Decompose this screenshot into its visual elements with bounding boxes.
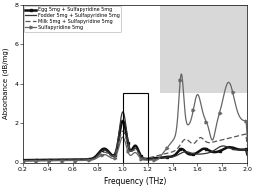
Sulfapyridine 5mg — [245, 138, 248, 140]
Legend: Egg 5mg + Sulfapyridine 5mg, Fodder 5mg + Sulfapyridine 5mg, Milk 5mg + Sulfapyr: Egg 5mg + Sulfapyridine 5mg, Fodder 5mg … — [24, 6, 120, 32]
Milk 5mg + Sulfapyridine 5mg — [245, 144, 248, 146]
Fodder 5mg + Sulfapyridine 5mg — [121, 111, 124, 113]
Milk 5mg + Sulfapyridine 5mg — [171, 150, 174, 153]
Fodder 5mg + Sulfapyridine 5mg — [153, 158, 156, 160]
Egg 5mg + Sulfapyridine 5mg — [153, 157, 156, 159]
Bar — [160, 5, 246, 94]
Egg 5mg + Sulfapyridine 5mg — [171, 155, 174, 157]
Sulfapyridine 5mg — [21, 160, 24, 163]
Fodder 5mg + Sulfapyridine 5mg — [245, 153, 248, 155]
Line: Egg 5mg + Sulfapyridine 5mg: Egg 5mg + Sulfapyridine 5mg — [22, 119, 248, 163]
Milk 5mg + Sulfapyridine 5mg — [21, 160, 24, 163]
Egg 5mg + Sulfapyridine 5mg — [121, 120, 124, 122]
Y-axis label: Absorbance (dB/mg): Absorbance (dB/mg) — [3, 48, 9, 119]
Sulfapyridine 5mg — [179, 73, 182, 75]
Fodder 5mg + Sulfapyridine 5mg — [61, 159, 64, 161]
Egg 5mg + Sulfapyridine 5mg — [79, 158, 82, 161]
Sulfapyridine 5mg — [122, 139, 125, 141]
Milk 5mg + Sulfapyridine 5mg — [190, 143, 193, 145]
Milk 5mg + Sulfapyridine 5mg — [153, 155, 156, 157]
Sulfapyridine 5mg — [79, 160, 82, 162]
Sulfapyridine 5mg — [61, 160, 64, 162]
Bar — [122, 94, 147, 163]
Fodder 5mg + Sulfapyridine 5mg — [21, 160, 24, 163]
Milk 5mg + Sulfapyridine 5mg — [61, 159, 64, 161]
Milk 5mg + Sulfapyridine 5mg — [123, 133, 126, 135]
Line: Sulfapyridine 5mg: Sulfapyridine 5mg — [22, 73, 248, 163]
Egg 5mg + Sulfapyridine 5mg — [245, 153, 248, 155]
Egg 5mg + Sulfapyridine 5mg — [61, 159, 64, 161]
Egg 5mg + Sulfapyridine 5mg — [123, 125, 126, 127]
X-axis label: Frequency (THz): Frequency (THz) — [104, 177, 166, 186]
Fodder 5mg + Sulfapyridine 5mg — [171, 156, 174, 158]
Line: Fodder 5mg + Sulfapyridine 5mg: Fodder 5mg + Sulfapyridine 5mg — [23, 112, 246, 162]
Egg 5mg + Sulfapyridine 5mg — [21, 160, 24, 163]
Fodder 5mg + Sulfapyridine 5mg — [190, 152, 193, 154]
Sulfapyridine 5mg — [171, 139, 174, 142]
Egg 5mg + Sulfapyridine 5mg — [190, 153, 193, 156]
Milk 5mg + Sulfapyridine 5mg — [121, 130, 124, 132]
Fodder 5mg + Sulfapyridine 5mg — [123, 117, 126, 119]
Sulfapyridine 5mg — [153, 159, 156, 161]
Sulfapyridine 5mg — [190, 114, 193, 116]
Milk 5mg + Sulfapyridine 5mg — [79, 159, 82, 161]
Line: Milk 5mg + Sulfapyridine 5mg: Milk 5mg + Sulfapyridine 5mg — [23, 131, 246, 162]
Fodder 5mg + Sulfapyridine 5mg — [79, 159, 82, 161]
